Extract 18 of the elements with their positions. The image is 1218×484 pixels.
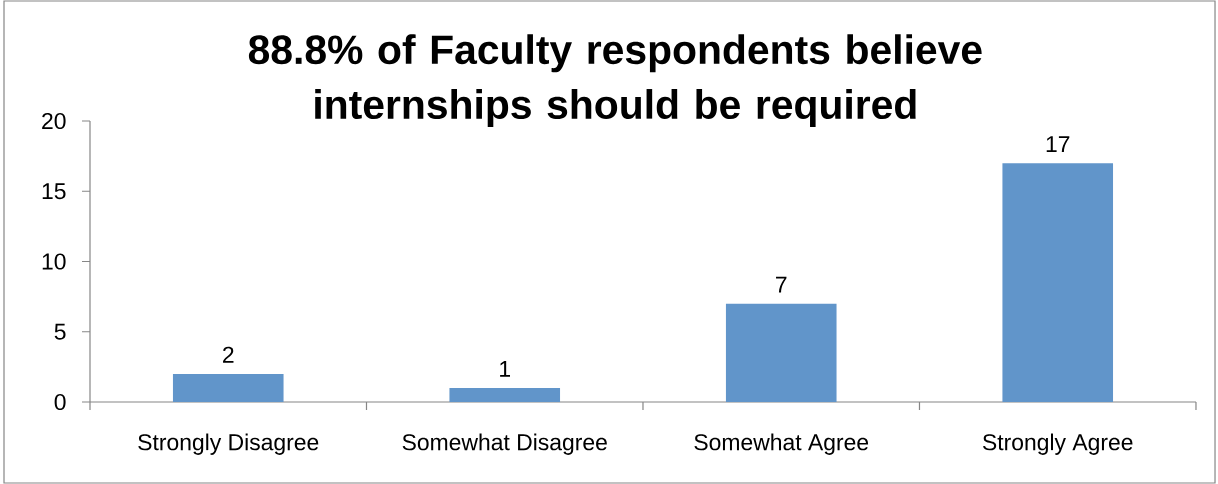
y-tick-label: 0 [54, 393, 66, 411]
x-tick-label: Somewhat Agree [694, 433, 869, 455]
y-tick-label: 5 [54, 323, 66, 340]
x-tick-label: Somewhat Disagree [402, 433, 607, 455]
bar [172, 373, 284, 402]
y-tick-label: 20 [42, 112, 66, 130]
x-tick-label: Strongly Disagree [138, 433, 319, 455]
data-label: 17 [1046, 136, 1070, 152]
y-tick-label: 10 [42, 253, 66, 270]
data-label: 2 [223, 346, 234, 363]
bar [449, 387, 561, 402]
x-tick-label: Strongly Agree [982, 433, 1133, 455]
y-tick-label: 15 [42, 183, 66, 200]
data-label: 7 [776, 276, 787, 293]
bar [1002, 163, 1114, 402]
chart-title: 88.8% of Faculty respondents believe internships should be required [248, 34, 982, 128]
bar [725, 303, 837, 402]
data-label: 1 [500, 360, 510, 377]
